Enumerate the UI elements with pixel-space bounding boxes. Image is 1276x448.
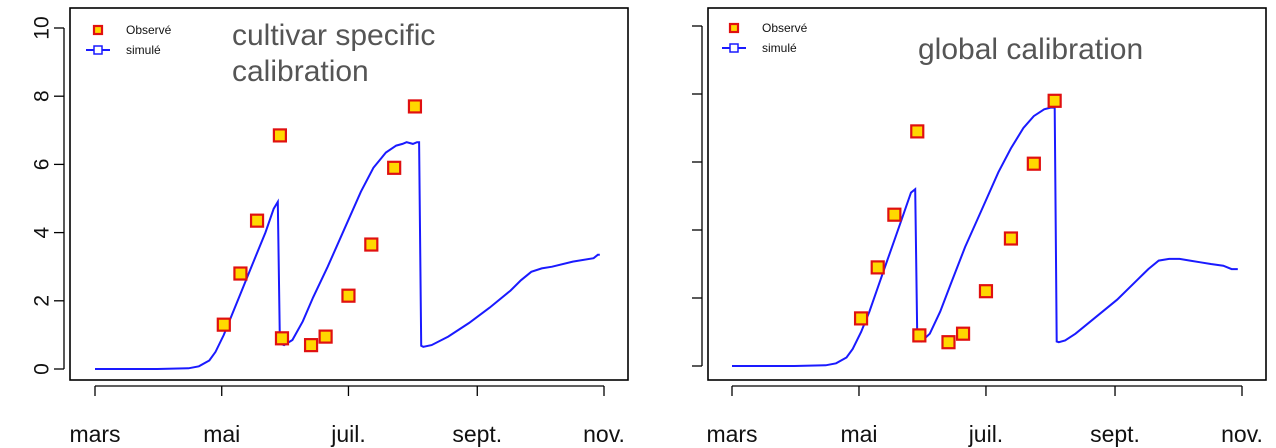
legend-marker-observe — [92, 24, 104, 36]
data-point-observe — [233, 266, 248, 281]
data-point-observe — [870, 260, 885, 275]
data-point-observe — [955, 326, 971, 341]
data-point-observe — [887, 207, 902, 222]
legend: Observé simulé — [86, 23, 172, 57]
x-tick-label: mars — [69, 421, 120, 447]
plot-frame — [707, 7, 1267, 381]
chart-panel-2: mars mai juil. sept. nov. Observé simulé global… — [692, 7, 1267, 447]
data-point-observe — [318, 329, 333, 344]
data-point-observe — [1003, 231, 1019, 246]
data-point-observe — [1047, 93, 1062, 108]
legend: Observé simulé — [722, 21, 808, 55]
data-point-observe — [387, 160, 402, 175]
y-tick-label: 0 — [31, 363, 54, 375]
legend-label-simule: simulé — [762, 41, 797, 55]
plot-frame — [69, 7, 629, 381]
legend-label-observe: Observé — [126, 23, 172, 37]
chart-panel-1: mars mai juil. sept. nov. 0 2 4 6 8 10 Observé simul… — [31, 7, 629, 447]
y-tick-label: 2 — [31, 295, 54, 307]
annotation-text: cultivar specific — [232, 19, 435, 52]
x-tick-label: mai — [840, 421, 877, 447]
x-tick-label: sept. — [1090, 421, 1140, 447]
data-point-observe — [910, 124, 925, 139]
legend-label-observe: Observé — [762, 21, 808, 35]
data-point-observe — [272, 128, 288, 143]
x-tick-label: nov. — [583, 421, 625, 447]
y-tick-label: 6 — [31, 159, 54, 171]
data-point-observe — [407, 99, 423, 114]
y-tick-label: 4 — [31, 226, 54, 238]
legend-marker-observe — [728, 22, 740, 34]
data-point-observe — [978, 284, 994, 299]
legend-marker-simule — [729, 43, 739, 53]
data-point-observe — [364, 237, 379, 252]
y-tick-label: 10 — [31, 16, 54, 39]
x-tick-label: mars — [706, 421, 757, 447]
x-tick-label: juil. — [330, 421, 366, 447]
data-point-observe — [941, 335, 956, 350]
annotation-text: calibration — [232, 55, 369, 88]
legend-label-simule: simulé — [126, 43, 161, 57]
x-tick-label: nov. — [1221, 421, 1263, 447]
series-line-simule — [95, 141, 600, 370]
data-point-observe — [274, 331, 290, 346]
data-point-observe — [249, 213, 265, 228]
data-point-observe — [303, 338, 319, 353]
data-point-observe — [912, 328, 927, 343]
series-line-simule — [732, 106, 1238, 367]
data-point-observe — [341, 288, 356, 303]
annotation-text: global calibration — [918, 33, 1143, 66]
data-point-observe — [1026, 156, 1041, 171]
y-tick-label: 8 — [31, 90, 54, 102]
x-tick-label: juil. — [968, 421, 1004, 447]
x-tick-label: mai — [203, 421, 240, 447]
x-tick-label: sept. — [452, 421, 502, 447]
data-point-observe — [853, 311, 869, 326]
data-point-observe — [216, 317, 231, 332]
legend-marker-simule — [93, 45, 103, 55]
